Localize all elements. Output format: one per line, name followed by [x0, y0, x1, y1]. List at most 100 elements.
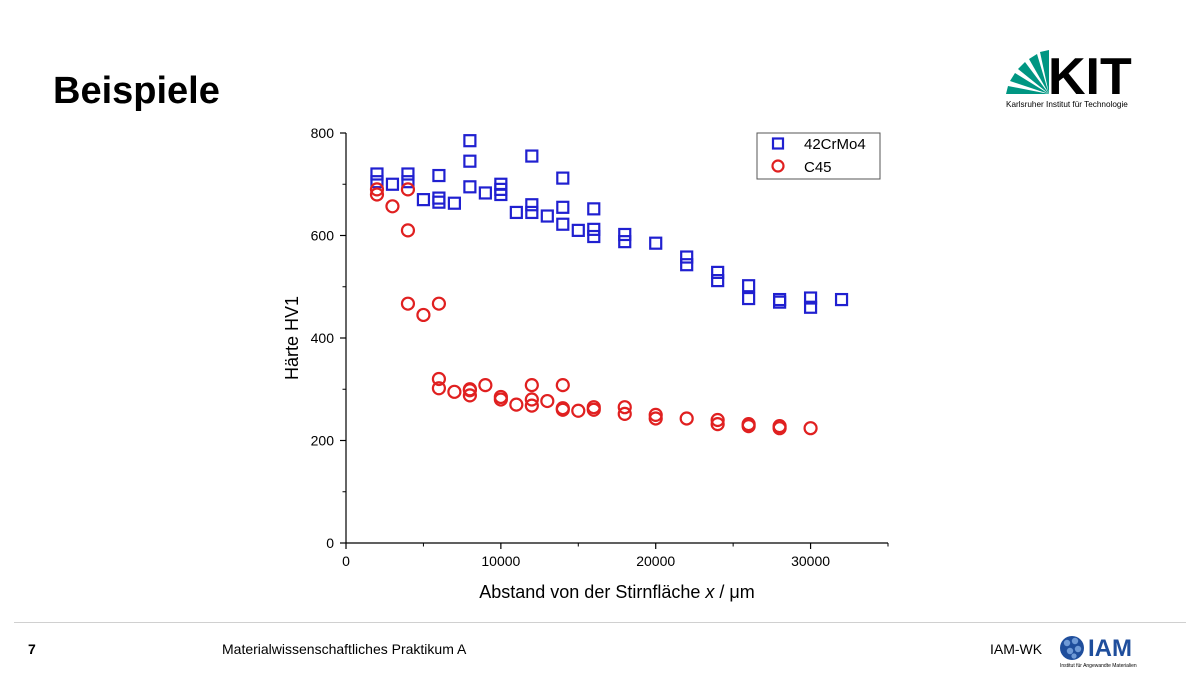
x-axis-label-unit: / μm	[714, 582, 754, 602]
data-point-c45	[431, 371, 447, 387]
data-point-42crmo4	[478, 186, 492, 200]
data-point-c45	[524, 378, 539, 393]
x-tick-label: 0	[342, 553, 350, 569]
data-point-42crmo4	[416, 193, 431, 207]
data-point-42crmo4	[742, 279, 756, 293]
x-axis-label: Abstand von der Stirnfläche x / μm	[479, 582, 755, 602]
data-point-42crmo4	[680, 258, 694, 272]
data-point-42crmo4	[772, 295, 787, 309]
data-point-42crmo4	[803, 291, 818, 305]
footer-divider	[14, 622, 1186, 623]
department-label: IAM-WK	[990, 641, 1043, 657]
data-point-c45	[524, 392, 539, 407]
data-point-42crmo4	[463, 154, 477, 168]
data-point-c45	[431, 296, 447, 311]
page-number: 7	[28, 641, 36, 657]
tick-labels: 0 10000 20000 30000 0 200 400 600 800	[311, 125, 831, 569]
data-point-42crmo4	[556, 200, 570, 214]
data-point-c45	[462, 383, 477, 398]
y-tick-label: 200	[311, 433, 335, 449]
data-point-42crmo4	[432, 195, 446, 209]
y-tick-label: 400	[311, 330, 335, 346]
legend-label-42crmo4: 42CrMo4	[804, 136, 866, 153]
data-point-42crmo4	[370, 175, 384, 189]
data-point-42crmo4	[447, 196, 461, 210]
data-point-c45	[400, 296, 416, 311]
legend: 42CrMo4 C45	[756, 132, 881, 180]
data-point-42crmo4	[834, 292, 849, 307]
x-tick-label: 10000	[481, 553, 520, 569]
data-point-c45	[803, 421, 818, 436]
data-point-c45	[617, 400, 632, 415]
legend-marker-42crmo4	[771, 137, 785, 150]
data-point-42crmo4	[385, 177, 400, 191]
data-point-c45	[400, 182, 416, 197]
kit-wordmark: KIT	[1048, 48, 1132, 106]
kit-subtitle: Karlsruher Institut für Technologie	[1006, 100, 1128, 109]
data-point-c45	[571, 403, 586, 418]
data-point-42crmo4	[711, 274, 725, 288]
slide-title: Beispiele	[53, 70, 220, 112]
data-point-c45	[617, 406, 632, 421]
data-point-42crmo4	[401, 167, 415, 181]
y-tick-label: 0	[326, 535, 334, 551]
data-point-42crmo4	[525, 198, 539, 212]
data-point-c45	[369, 182, 385, 197]
legend-marker-c45	[771, 159, 785, 173]
data-points	[369, 134, 849, 436]
data-point-42crmo4	[571, 223, 585, 237]
data-point-c45	[710, 417, 725, 432]
data-point-42crmo4	[803, 300, 818, 314]
data-point-42crmo4	[556, 171, 570, 185]
x-tick-label: 20000	[636, 553, 675, 569]
series-42crmo4	[370, 134, 849, 314]
data-point-c45	[478, 378, 493, 393]
data-point-c45	[741, 419, 756, 434]
data-point-c45	[431, 381, 447, 396]
data-point-42crmo4	[711, 265, 725, 279]
data-point-42crmo4	[556, 217, 570, 231]
data-point-42crmo4	[432, 168, 446, 183]
data-point-c45	[648, 411, 663, 426]
data-point-c45	[679, 411, 694, 426]
data-point-42crmo4	[587, 229, 601, 244]
data-point-42crmo4	[463, 180, 477, 194]
x-tick-label: 30000	[791, 553, 830, 569]
data-point-42crmo4	[680, 250, 694, 264]
data-point-42crmo4	[432, 191, 446, 205]
data-point-42crmo4	[587, 202, 601, 216]
data-point-42crmo4	[401, 175, 415, 189]
x-axis-label-symbol: x	[704, 582, 715, 602]
data-point-42crmo4	[618, 227, 632, 242]
data-point-c45	[509, 397, 524, 412]
data-point-c45	[524, 398, 539, 413]
data-point-42crmo4	[370, 167, 384, 181]
data-point-42crmo4	[525, 149, 539, 163]
data-point-c45	[586, 402, 601, 417]
data-point-42crmo4	[494, 187, 508, 202]
data-point-c45	[369, 187, 385, 202]
data-point-c45	[462, 388, 477, 403]
data-point-c45	[416, 307, 431, 323]
data-point-c45	[447, 384, 462, 399]
data-point-c45	[493, 392, 508, 407]
data-point-42crmo4	[587, 222, 601, 236]
data-point-c45	[555, 378, 570, 393]
data-point-42crmo4	[509, 205, 523, 220]
iam-globe-icon	[1060, 636, 1084, 660]
x-axis-label-text: Abstand von der Stirnfläche	[479, 582, 700, 602]
ticks	[340, 132, 889, 549]
y-tick-label: 600	[311, 228, 335, 244]
data-point-42crmo4	[649, 236, 663, 250]
iam-wordmark: IAM	[1088, 635, 1132, 662]
data-point-c45	[385, 199, 400, 214]
legend-label-c45: C45	[804, 159, 832, 176]
data-point-c45	[540, 393, 555, 409]
series-c45	[369, 182, 818, 436]
data-point-42crmo4	[525, 205, 539, 220]
data-point-c45	[710, 412, 725, 428]
data-point-42crmo4	[618, 235, 632, 249]
y-tick-label: 800	[311, 125, 335, 141]
kit-fan-icon	[1006, 50, 1049, 94]
